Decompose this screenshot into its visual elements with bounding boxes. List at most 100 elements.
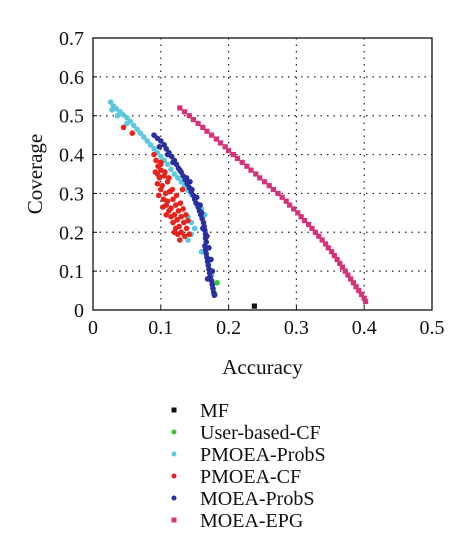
- x-tick-label: 0.4: [352, 317, 377, 339]
- legend-marker: [171, 429, 177, 435]
- point-moea-epg: [339, 264, 346, 270]
- point-moea-probs: [187, 178, 193, 185]
- point-moea-probs: [176, 167, 183, 173]
- point-pmoea-cf: [171, 229, 178, 236]
- point-pmoea-probs: [151, 145, 157, 152]
- legend-marker: [171, 473, 177, 479]
- point-pmoea-probs: [168, 166, 174, 173]
- point-moea-epg: [239, 159, 245, 165]
- point-pmoea-cf: [169, 186, 176, 193]
- point-moea-epg: [337, 260, 343, 266]
- point-moea-epg: [306, 221, 312, 228]
- y-tick-label: 0.7: [59, 28, 84, 50]
- point-moea-epg: [177, 105, 183, 111]
- point-moea-epg: [316, 233, 322, 239]
- legend-label: PMOEA-CF: [200, 466, 301, 488]
- point-moea-probs: [189, 186, 195, 193]
- point-moea-epg: [348, 276, 354, 282]
- point-moea-probs: [163, 145, 170, 152]
- legend-item-moea-epg: MOEA-EPG: [171, 510, 303, 532]
- point-moea-epg: [186, 113, 192, 119]
- point-pmoea-cf: [174, 217, 180, 223]
- point-pmoea-probs: [174, 175, 181, 181]
- point-pmoea-cf: [180, 206, 186, 212]
- point-pmoea-cf: [160, 204, 166, 210]
- point-pmoea-probs: [158, 153, 164, 160]
- point-pmoea-probs: [185, 237, 191, 243]
- point-pmoea-probs: [130, 122, 137, 129]
- point-moea-epg: [200, 124, 206, 130]
- point-pmoea-cf: [176, 237, 183, 243]
- point-pmoea-cf: [120, 124, 127, 131]
- point-mf: [251, 303, 257, 309]
- x-axis-label: Accuracy: [222, 355, 303, 379]
- point-moea-epg: [295, 210, 301, 216]
- point-moea-epg: [319, 237, 325, 243]
- point-moea-probs: [204, 276, 211, 282]
- point-pmoea-probs: [191, 225, 198, 232]
- point-moea-epg: [361, 295, 367, 301]
- point-moea-probs: [204, 233, 210, 239]
- point-moea-epg: [244, 163, 250, 169]
- point-moea-epg: [195, 120, 201, 127]
- point-moea-probs: [211, 292, 218, 299]
- point-moea-epg: [342, 268, 348, 274]
- point-moea-probs: [158, 138, 164, 144]
- legend-label: User-based-CF: [200, 422, 321, 444]
- point-pmoea-cf: [183, 225, 190, 232]
- point-pmoea-probs: [109, 107, 115, 113]
- y-tick-label: 0.2: [59, 222, 84, 244]
- point-moea-probs: [198, 210, 205, 216]
- point-pmoea-cf: [172, 202, 179, 208]
- point-moea-probs: [164, 151, 171, 158]
- point-pmoea-cf: [166, 175, 172, 181]
- legend-label: MOEA-EPG: [200, 510, 303, 532]
- point-moea-epg: [234, 155, 241, 162]
- point-moea-epg: [301, 218, 308, 224]
- grid-lines: [93, 38, 432, 310]
- point-pmoea-cf: [173, 192, 180, 199]
- point-pmoea-probs: [124, 120, 130, 127]
- x-tick-label: 0.5: [420, 317, 445, 339]
- point-pmoea-cf: [170, 219, 176, 226]
- x-tick-label: 0.2: [216, 317, 241, 339]
- point-pmoea-probs: [144, 138, 151, 144]
- y-tick-label: 0.5: [59, 106, 84, 128]
- x-tick-label: 0: [88, 317, 98, 339]
- point-pmoea-cf: [155, 192, 162, 199]
- point-moea-epg: [329, 249, 335, 255]
- point-moea-epg: [248, 167, 254, 173]
- point-moea-epg: [298, 214, 304, 220]
- point-moea-epg: [181, 109, 188, 115]
- point-moea-epg: [283, 198, 289, 204]
- point-pmoea-cf: [154, 180, 161, 187]
- legend-item-pmoea-cf: PMOEA-CF: [171, 466, 301, 488]
- x-tick-label: 0.3: [284, 317, 309, 339]
- point-pmoea-probs: [147, 142, 154, 148]
- point-moea-epg: [309, 225, 315, 231]
- point-moea-epg: [287, 202, 293, 208]
- point-moea-epg: [362, 298, 369, 305]
- legend-marker: [171, 495, 177, 501]
- point-moea-epg: [275, 190, 281, 197]
- point-pmoea-cf: [186, 231, 193, 238]
- point-moea-epg: [213, 136, 219, 142]
- point-pmoea-probs: [114, 112, 121, 119]
- point-pmoea-probs: [134, 126, 140, 133]
- point-pmoea-probs: [141, 134, 147, 140]
- point-pmoea-cf: [129, 130, 136, 136]
- point-moea-probs: [208, 256, 214, 263]
- point-moea-probs: [200, 225, 206, 232]
- point-moea-epg: [325, 245, 331, 251]
- point-pmoea-cf: [163, 212, 170, 218]
- point-pmoea-cf: [185, 217, 191, 224]
- point-pmoea-cf: [158, 186, 164, 193]
- point-pmoea-cf: [154, 171, 161, 177]
- legend-marker: [171, 407, 177, 413]
- point-moea-epg: [356, 287, 362, 294]
- legend-label: MOEA-ProbS: [200, 488, 314, 510]
- point-moea-epg: [204, 128, 210, 134]
- point-pmoea-cf: [183, 212, 189, 218]
- point-pmoea-probs: [137, 130, 144, 136]
- point-pmoea-cf: [162, 169, 168, 175]
